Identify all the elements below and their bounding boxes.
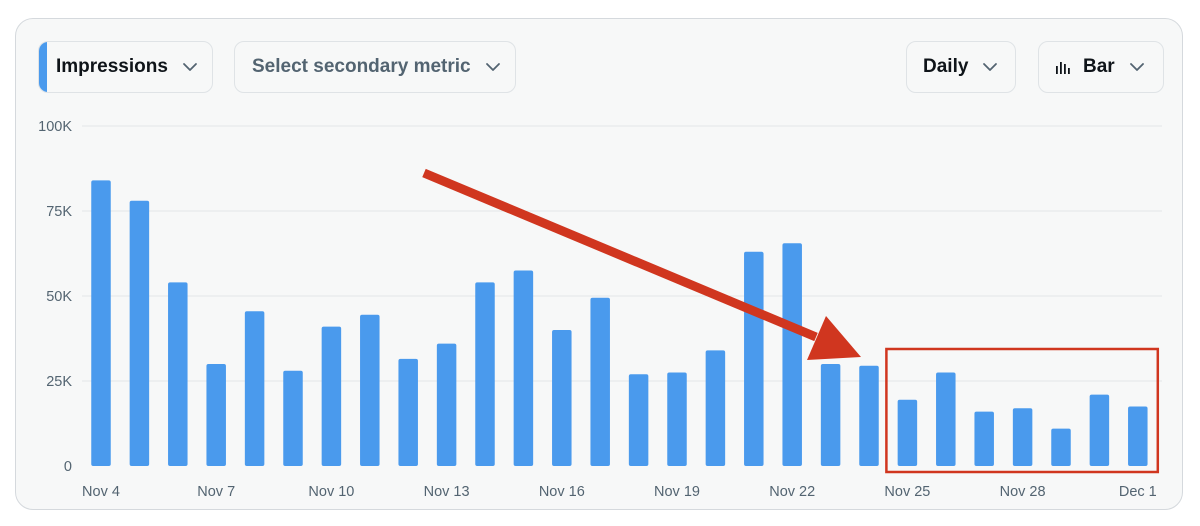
bar-chart-icon — [1056, 62, 1070, 74]
x-tick-label: Nov 13 — [424, 484, 470, 500]
secondary-metric-dropdown[interactable]: Select secondary metric — [234, 41, 516, 93]
bar[interactable] — [897, 399, 918, 466]
x-tick-label: Nov 25 — [884, 484, 930, 500]
chart-type-dropdown[interactable]: Bar — [1038, 41, 1164, 93]
chevron-down-icon — [183, 63, 197, 71]
annotation-arrow-head — [807, 316, 861, 360]
x-tick-label: Nov 22 — [769, 484, 815, 500]
bar[interactable] — [705, 350, 726, 466]
primary-metric-color-indicator — [39, 42, 47, 92]
chevron-down-icon — [485, 63, 500, 71]
bar[interactable] — [552, 330, 572, 466]
bar[interactable] — [321, 326, 342, 466]
primary-metric-dropdown[interactable]: Impressions — [38, 41, 213, 93]
x-tick-label: Dec 1 — [1119, 484, 1157, 500]
x-tick-label: Nov 19 — [654, 484, 700, 500]
highlight-box — [885, 347, 1160, 474]
gridlines — [82, 125, 1162, 382]
x-tick-label: Nov 10 — [308, 484, 354, 500]
chart-card: Impressions Select secondary metric Dail… — [15, 18, 1183, 510]
chart-type-label: Bar — [1083, 56, 1115, 77]
bar[interactable] — [590, 297, 610, 466]
bar[interactable] — [820, 364, 841, 466]
bar[interactable] — [129, 200, 150, 467]
chevron-down-icon — [1129, 63, 1144, 71]
interval-dropdown[interactable]: Daily — [906, 41, 1016, 93]
x-tick-label: Nov 4 — [82, 484, 120, 500]
bar[interactable] — [91, 180, 111, 466]
bar[interactable] — [475, 282, 495, 466]
bar[interactable] — [936, 372, 956, 467]
primary-metric-label: Impressions — [56, 56, 168, 77]
y-tick-label: 50K — [46, 289, 72, 305]
bar[interactable] — [168, 282, 188, 466]
bar[interactable] — [1089, 394, 1110, 466]
x-axis-tick-labels: Nov 4 Nov 7 Nov 10 Nov 13 Nov 16 Nov 19 Nov 22… — [82, 484, 1157, 500]
bar[interactable] — [244, 311, 265, 466]
bar[interactable] — [974, 411, 994, 466]
bar[interactable] — [398, 358, 418, 466]
x-tick-label: Nov 28 — [1000, 484, 1046, 500]
bar[interactable] — [206, 364, 226, 466]
bars — [91, 180, 1148, 467]
x-tick-label: Nov 7 — [197, 484, 235, 500]
bar[interactable] — [1128, 406, 1148, 467]
annotations — [422, 168, 1160, 474]
interval-label: Daily — [923, 56, 969, 77]
y-tick-label: 75K — [46, 204, 72, 220]
bar[interactable] — [782, 243, 802, 466]
bar[interactable] — [744, 251, 764, 466]
bar[interactable] — [360, 314, 380, 466]
y-tick-label: 25K — [46, 374, 72, 390]
bar[interactable] — [628, 374, 649, 466]
y-axis-tick-labels: 0 25K 50K 75K 100K — [38, 119, 72, 475]
bar[interactable] — [436, 343, 457, 466]
chevron-down-icon — [983, 63, 998, 71]
bar[interactable] — [513, 270, 534, 467]
bar[interactable] — [859, 365, 879, 466]
bar[interactable] — [667, 372, 687, 467]
annotation-arrow-shaft — [422, 168, 818, 342]
bar[interactable] — [283, 370, 303, 466]
secondary-metric-label: Select secondary metric — [252, 56, 471, 77]
x-tick-label: Nov 16 — [539, 484, 585, 500]
bar[interactable] — [1051, 428, 1071, 466]
y-tick-label: 100K — [38, 119, 72, 135]
bar[interactable] — [1012, 408, 1033, 466]
y-tick-label: 0 — [64, 459, 72, 475]
